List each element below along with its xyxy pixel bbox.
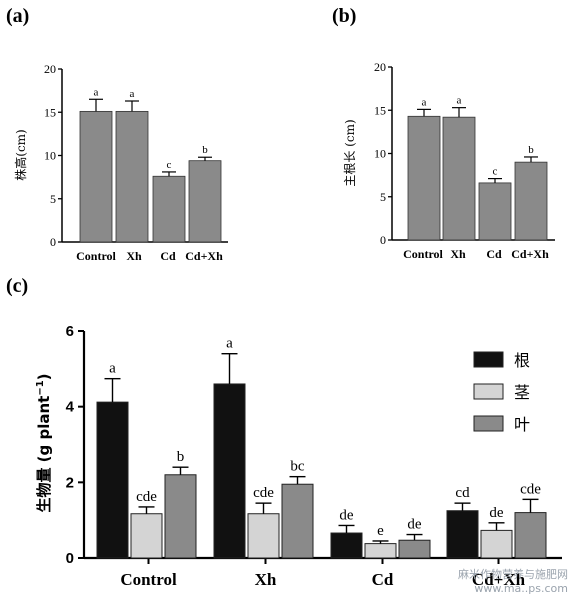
significance-letter: de	[489, 505, 504, 521]
y-tick-label: 15	[44, 105, 56, 119]
y-tick-label: 6	[66, 323, 74, 340]
x-category-label: Cd	[160, 249, 176, 263]
y-tick-label: 5	[50, 192, 56, 206]
significance-letter: a	[94, 86, 99, 98]
legend-label: 叶	[514, 415, 530, 434]
bar-series-1	[364, 543, 397, 559]
panel-a-y-axis-label: 株高(cm)	[13, 129, 28, 180]
significance-letter: cde	[136, 489, 157, 505]
watermark-line-1: 麻米作物营养与施肥网	[458, 567, 568, 581]
legend-swatch	[473, 351, 504, 368]
panel-c: (c) 生物量 (g plant−1) 0246ControlacdebXhac…	[6, 275, 562, 589]
bar-series-0	[446, 510, 479, 559]
y-tick-label: 0	[66, 550, 74, 567]
significance-letter: c	[167, 159, 172, 171]
legend-swatch	[473, 415, 504, 432]
x-category-label: Cd+Xh	[472, 570, 526, 589]
significance-letter: b	[202, 144, 208, 156]
panel-b-label: (b)	[332, 5, 356, 27]
legend-swatch	[473, 383, 504, 400]
y-tick-label: 20	[44, 62, 56, 76]
watermark-line-2: www.ma..ps.com	[474, 582, 568, 595]
significance-letter: a	[109, 361, 116, 377]
x-category-label: Control	[120, 570, 177, 589]
panel-c-y-axis-label: 生物量 (g plant−1)	[35, 373, 53, 512]
bar-cd-plus-xh	[188, 160, 222, 243]
x-category-label: Control	[403, 247, 443, 261]
y-tick-label: 0	[380, 233, 386, 247]
bar-xh	[115, 110, 149, 243]
x-category-label: Xh	[450, 247, 466, 261]
significance-letter: b	[528, 144, 534, 156]
bar-series-1	[480, 529, 513, 559]
bar-series-2	[164, 474, 197, 559]
significance-letter: e	[377, 523, 384, 539]
bar-series-2	[281, 483, 314, 559]
legend-label: 茎	[514, 383, 530, 402]
panel-b-y-axis-label: 主根长 (cm)	[343, 119, 357, 186]
y-tick-label: 20	[374, 60, 386, 74]
legend-label: 根	[514, 351, 530, 370]
panel-a-label: (a)	[6, 5, 29, 27]
x-category-label: Xh	[255, 570, 277, 589]
x-category-label: Xh	[126, 249, 142, 263]
y-tick-label: 0	[50, 235, 56, 249]
legend: 根茎叶	[473, 351, 530, 434]
bar-cd-plus-xh	[514, 161, 548, 241]
y-tick-label: 15	[374, 103, 386, 117]
significance-letter: bc	[290, 459, 305, 475]
x-category-label: Cd+Xh	[511, 247, 549, 261]
panel-b: (b) 主根长 (cm) 0 5 10 15 20 a Control a Xh c Cd b Cd+X…	[332, 5, 555, 261]
bar-series-0	[330, 532, 363, 559]
significance-letter: c	[493, 166, 498, 178]
significance-letter: a	[422, 96, 427, 108]
panel-a: (a) 株高(cm) 0 5 10 15 20 a Control a Xh c Cd b Cd+Xh	[6, 5, 228, 263]
bar-series-2	[514, 512, 547, 559]
bar-xh	[442, 116, 476, 241]
bar-cd	[152, 175, 186, 243]
bar-cd	[478, 182, 512, 241]
bar-series-1	[247, 513, 280, 559]
x-category-label: Cd	[486, 247, 502, 261]
bar-series-0	[96, 401, 129, 559]
significance-letter: a	[226, 336, 233, 352]
bar-control	[407, 115, 441, 241]
bar-series-0	[213, 383, 246, 559]
y-tick-label: 2	[66, 474, 74, 491]
bar-control	[79, 110, 113, 243]
significance-letter: cde	[253, 485, 274, 501]
x-category-label: Control	[76, 249, 116, 263]
panel-c-label: (c)	[6, 275, 28, 297]
significance-letter: b	[177, 449, 185, 465]
significance-letter: de	[339, 507, 354, 523]
y-tick-label: 10	[44, 149, 56, 163]
bar-series-1	[130, 513, 163, 559]
significance-letter: cde	[520, 481, 541, 497]
x-category-label: Cd	[372, 570, 394, 589]
significance-letter: de	[407, 517, 422, 533]
significance-letter: a	[457, 95, 462, 107]
bar-series-2	[398, 539, 431, 559]
y-tick-label: 10	[374, 147, 386, 161]
y-tick-label: 5	[380, 190, 386, 204]
y-tick-label: 4	[66, 399, 75, 416]
x-category-label: Cd+Xh	[185, 249, 223, 263]
significance-letter: a	[130, 88, 135, 100]
significance-letter: cd	[455, 485, 470, 501]
